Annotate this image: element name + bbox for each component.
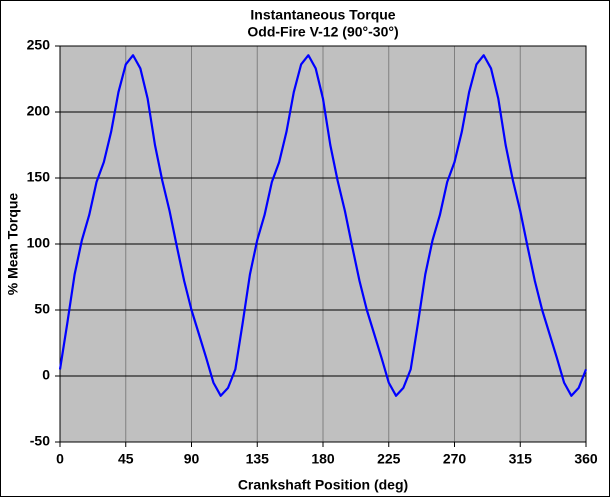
x-tick-label: 45 [118, 451, 134, 467]
x-axis-label: Crankshaft Position (deg) [238, 477, 408, 493]
x-tick-label: 90 [184, 451, 200, 467]
y-tick-label: 0 [42, 367, 50, 383]
x-tick-label: 0 [56, 451, 64, 467]
x-tick-label: 135 [246, 451, 270, 467]
x-tick-label: 315 [509, 451, 533, 467]
y-tick-label: 150 [27, 169, 51, 185]
y-tick-label: 100 [27, 235, 51, 251]
y-axis-label: % Mean Torque [5, 193, 21, 296]
data-line [58, 54, 588, 397]
x-tick-label: 270 [443, 451, 467, 467]
y-tick-label: 200 [27, 103, 51, 119]
y-tick-label: 250 [27, 37, 51, 53]
x-tick-label: 180 [311, 451, 335, 467]
x-tick-label: 360 [574, 451, 598, 467]
plot-border [59, 45, 587, 443]
y-tick-label: 50 [34, 301, 50, 317]
x-tick-label: 225 [377, 451, 401, 467]
y-tick-label: -50 [30, 433, 50, 449]
chart-title: Instantaneous Torque [250, 7, 395, 23]
chart-subtitle: Odd-Fire V-12 (90°-30°) [247, 24, 398, 40]
